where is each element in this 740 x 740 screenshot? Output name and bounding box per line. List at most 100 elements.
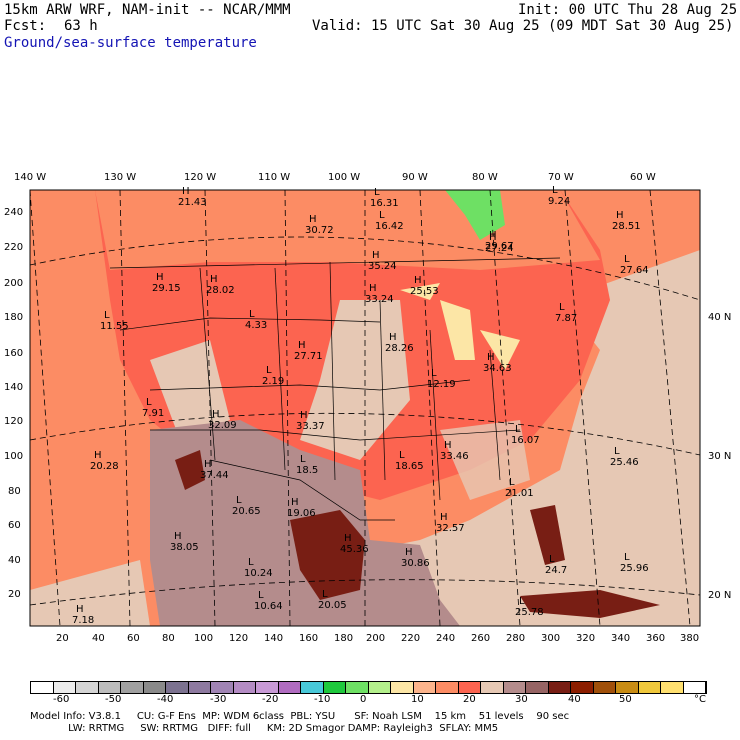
low-marker: L <box>258 590 264 601</box>
colorbar-swatch <box>616 682 639 693</box>
extrema-value: 38.05 <box>170 542 199 553</box>
high-marker: H <box>444 440 452 451</box>
low-marker: L <box>559 302 565 313</box>
colorbar-swatch <box>436 682 459 693</box>
colorbar-swatch <box>683 682 706 693</box>
lon-label: 110 W <box>258 172 290 183</box>
y-tick-label: 120 <box>4 416 23 427</box>
colorbar-tick-label: 30 <box>515 694 528 705</box>
extrema-value: 12.19 <box>427 379 456 390</box>
colorbar-swatch <box>53 682 76 693</box>
extrema-labels: H21.43L16.31L9.24H30.72L16.42H29.67H27.2… <box>72 185 649 626</box>
extrema-value: 16.42 <box>375 221 404 232</box>
extrema-value: 25.46 <box>610 457 639 468</box>
colorbar-swatch <box>188 682 211 693</box>
extrema-value: 20.05 <box>318 600 347 611</box>
extrema-value: 29.67 <box>485 241 514 252</box>
colorbar-swatch <box>166 682 189 693</box>
extrema-value: 25.78 <box>515 607 544 618</box>
low-marker: L <box>624 552 630 563</box>
high-marker: H <box>174 531 182 542</box>
low-marker: L <box>549 554 555 565</box>
x-tick-label: 200 <box>366 633 385 644</box>
extrema-value: 25.53 <box>410 286 439 297</box>
colorbar-tick-label: 50 <box>619 694 632 705</box>
extrema-value: 9.24 <box>548 196 570 207</box>
colorbar-tick-label: -10 <box>314 694 331 705</box>
graticule <box>29 189 701 627</box>
x-tick-label: 60 <box>127 633 140 644</box>
colorbar-swatch <box>121 682 144 693</box>
init-time: Init: 00 UTC Thu 28 Aug 25 <box>518 2 738 18</box>
colorbar-swatch <box>256 682 279 693</box>
lon-label: 140 W <box>14 172 46 183</box>
colorbar-swatch <box>661 682 684 693</box>
x-tick-label: 360 <box>646 633 665 644</box>
x-tick-label: 20 <box>56 633 69 644</box>
high-marker: H <box>76 604 84 615</box>
low-marker: L <box>519 596 525 607</box>
extrema-value: 24.7 <box>545 565 567 576</box>
high-marker: H <box>298 340 306 351</box>
extrema-value: 30.86 <box>401 558 430 569</box>
extrema-value: 28.26 <box>385 343 414 354</box>
colorbar-swatch <box>503 682 526 693</box>
high-marker: H <box>389 332 397 343</box>
lon-label: 120 W <box>184 172 216 183</box>
low-marker: L <box>249 309 255 320</box>
high-marker: H <box>487 352 495 363</box>
extrema-value: 7.91 <box>142 408 164 419</box>
high-marker: H <box>369 283 377 294</box>
x-tick-label: 100 <box>194 633 213 644</box>
extrema-value: 11.55 <box>100 321 129 332</box>
low-marker: L <box>266 365 272 376</box>
x-tick-label: 80 <box>162 633 175 644</box>
low-marker: L <box>624 254 630 265</box>
x-tick-label: 40 <box>92 633 105 644</box>
low-marker: L <box>379 210 385 221</box>
extrema-value: 7.18 <box>72 615 94 626</box>
y-tick-label: 160 <box>4 348 23 359</box>
low-marker: L <box>509 477 515 488</box>
high-marker: H <box>489 230 497 241</box>
colorbar-swatch <box>593 682 616 693</box>
extrema-value: 29.15 <box>152 283 181 294</box>
colorbar-tick-label: -20 <box>262 694 279 705</box>
extrema-value: 21.43 <box>178 197 207 208</box>
model-info-line1: Model Info: V3.8.1 CU: G-F Ens MP: WDM 6… <box>30 711 570 722</box>
colorbar-tick-label: 10 <box>411 694 424 705</box>
colorbar-tick-label: 20 <box>463 694 476 705</box>
x-tick-label: 260 <box>471 633 490 644</box>
extrema-value: 34.63 <box>483 363 512 374</box>
high-marker: H <box>372 250 380 261</box>
colorbar-tick-label: -50 <box>105 694 122 705</box>
extrema-value: 2.19 <box>262 376 284 387</box>
colorbar-swatch <box>278 682 301 693</box>
colorbar-swatch <box>638 682 661 693</box>
low-marker: L <box>146 397 152 408</box>
valid-time: Valid: 15 UTC Sat 30 Aug 25 (09 MDT Sat … <box>312 18 734 34</box>
high-marker: H <box>489 232 497 243</box>
y-tick-label: 220 <box>4 242 23 253</box>
x-tick-label: 180 <box>334 633 353 644</box>
y-tick-label: 40 <box>8 555 21 566</box>
colorbar-swatch <box>301 682 324 693</box>
extrema-value: 20.28 <box>90 461 119 472</box>
colorbar-swatch <box>98 682 121 693</box>
extrema-value: 33.24 <box>365 294 394 305</box>
extrema-value: 37.44 <box>200 470 229 481</box>
colorbar-swatch <box>76 682 99 693</box>
high-marker: H <box>309 214 317 225</box>
x-tick-label: 120 <box>229 633 248 644</box>
x-tick-label: 160 <box>299 633 318 644</box>
lat-label: 20 N <box>708 590 731 601</box>
extrema-value: 32.09 <box>208 420 237 431</box>
extrema-value: 4.33 <box>245 320 267 331</box>
lon-label: 130 W <box>104 172 136 183</box>
colorbar-swatch <box>548 682 571 693</box>
extrema-value: 18.65 <box>395 461 424 472</box>
x-tick-label: 140 <box>264 633 283 644</box>
extrema-value: 21.01 <box>505 488 534 499</box>
y-tick-label: 180 <box>4 312 23 323</box>
colorbar-tick-label: -60 <box>53 694 70 705</box>
